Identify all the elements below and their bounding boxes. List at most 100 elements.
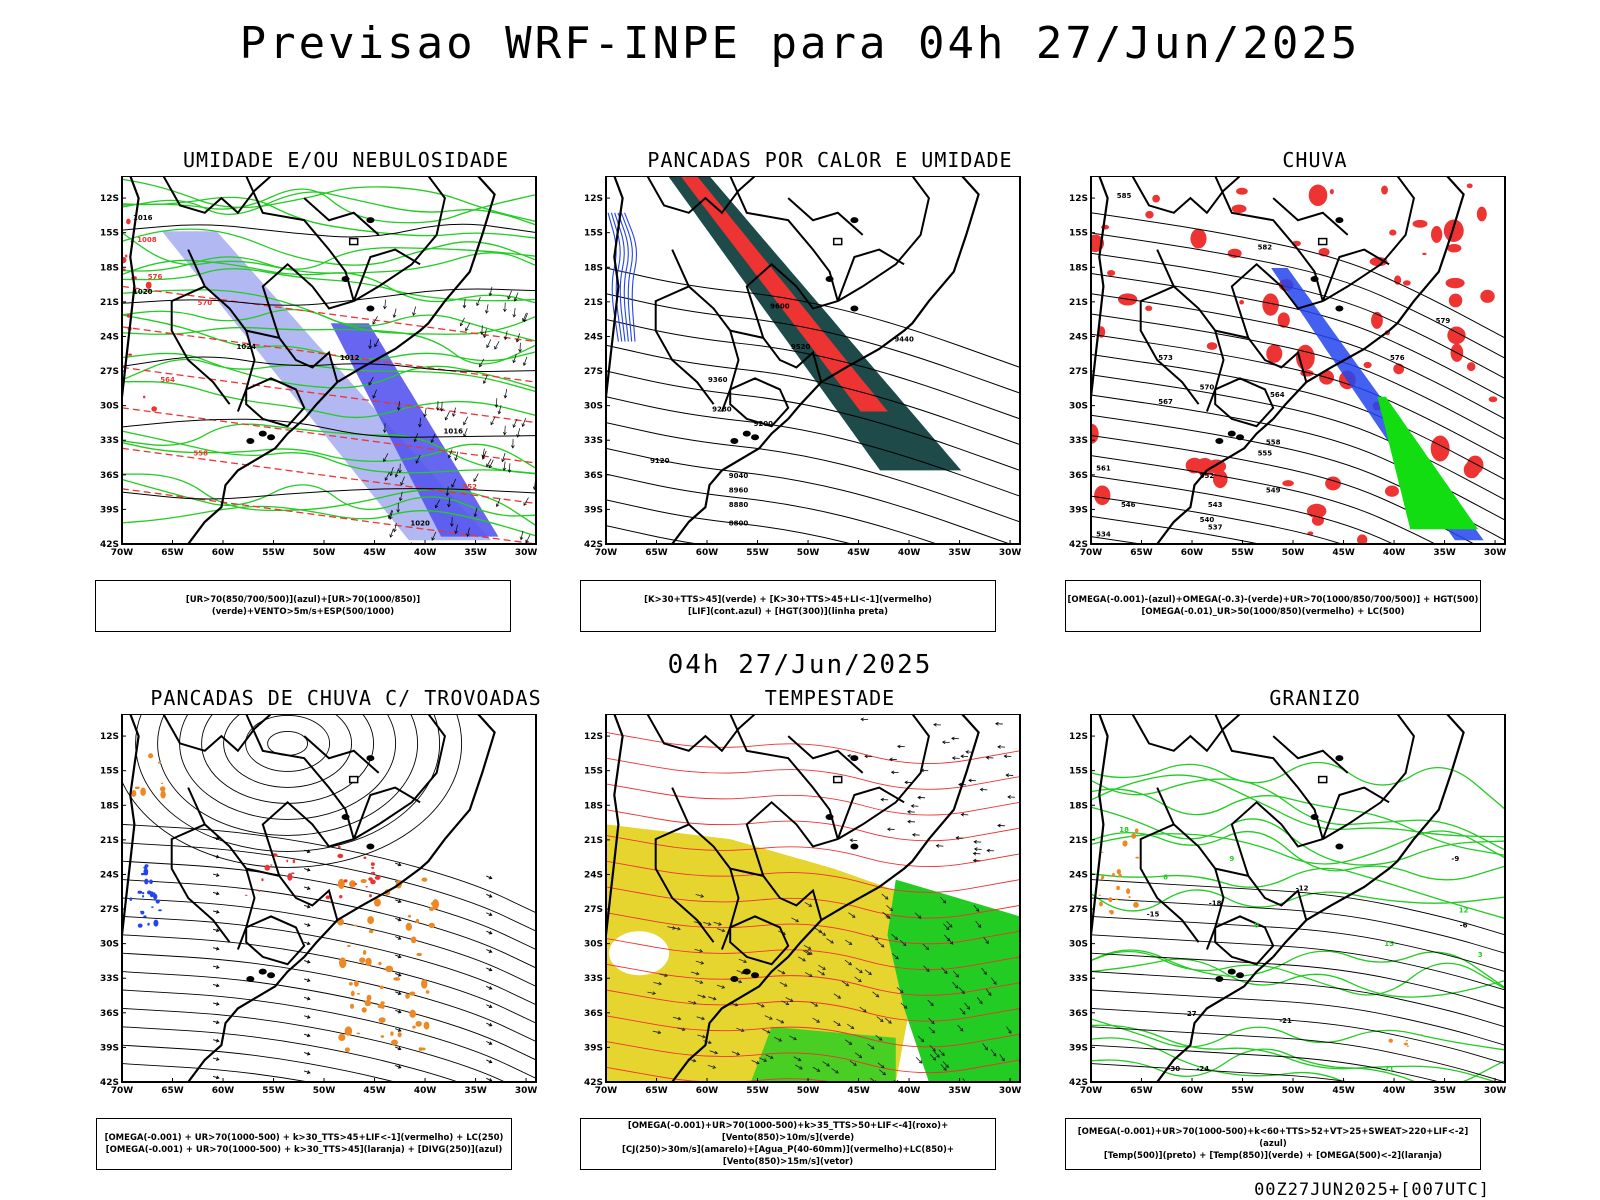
contour-label: 9120 [650, 457, 670, 465]
lon-tick-label: 30W [999, 1086, 1022, 1096]
lat-tick-label: 18S [1069, 801, 1088, 811]
lat-tick-label: 39S [100, 505, 119, 515]
lat-tick-label: 36S [100, 471, 119, 481]
lon-tick-label: 55W [1231, 548, 1254, 558]
lat-tick-label: 21S [100, 298, 119, 308]
lat-tick-label: 33S [1069, 974, 1088, 984]
lon-tick-label: 30W [515, 548, 538, 558]
contour-label: 9280 [712, 406, 732, 414]
contour-label: 585 [1117, 192, 1132, 200]
lat-tick-label: 39S [1069, 1043, 1088, 1053]
lat-tick-label: 42S [100, 1078, 119, 1088]
lon-tick-label: 40W [414, 1086, 437, 1096]
contour-label: 21 [1384, 1065, 1394, 1073]
lon-tick-label: 70W [595, 548, 618, 558]
contour-label: 576 [148, 273, 163, 281]
lon-tick-label: 55W [746, 548, 769, 558]
lon-tick-label: 65W [1130, 548, 1153, 558]
lat-tick-label: 21S [584, 298, 603, 308]
lon-tick-label: 60W [1181, 1086, 1204, 1096]
lat-tick-label: 12S [100, 732, 119, 742]
lat-tick-label: 39S [584, 505, 603, 515]
lon-tick-label: 70W [111, 548, 134, 558]
lat-tick-label: 24S [1069, 332, 1088, 342]
contour-label: 567 [1158, 398, 1173, 406]
lat-tick-label: 42S [1069, 1078, 1088, 1088]
contour-label: -9 [1451, 855, 1459, 863]
contour-label: 582 [1258, 244, 1273, 252]
lon-tick-label: 45W [363, 548, 386, 558]
lon-tick-label: 55W [746, 1086, 769, 1096]
lon-tick-label: 65W [161, 548, 184, 558]
contour-label: 543 [1208, 501, 1223, 509]
lon-tick-label: 35W [1433, 1086, 1456, 1096]
lon-tick-label: 70W [595, 1086, 618, 1096]
legend-line: [OMEGA(-0.001)+UR>70(1000-500)+k>35_TTS>… [627, 1121, 949, 1143]
lat-tick-label: 15S [100, 229, 119, 239]
lat-tick-label: 33S [584, 974, 603, 984]
contour-label: 1012 [340, 354, 360, 362]
contour-label: 6 [1163, 874, 1168, 882]
lon-tick-label: 50W [797, 1086, 820, 1096]
lat-tick-label: 39S [100, 1043, 119, 1053]
map-svg: 1016 1020 1024 1012 1016 1020 1008 576 570 564 558… [100, 175, 538, 558]
legend-line: [OMEGA(-0.001) + UR>70(1000-500) + k>30_… [104, 1133, 504, 1143]
contour-label: -24 [1196, 1065, 1209, 1073]
map-pancadas-calor: 9600 9520 9440 9360 9280 9200 9120 9040 8960 8880… [580, 175, 1080, 576]
lat-tick-label: 21S [1069, 298, 1088, 308]
lat-tick-label: 36S [100, 1009, 119, 1019]
lon-tick-label: 60W [212, 1086, 235, 1096]
contour-label: 564 [160, 376, 175, 384]
lat-tick-label: 15S [1069, 767, 1088, 777]
lon-tick-label: 40W [1383, 548, 1406, 558]
contour-label: 579 [1436, 317, 1451, 325]
map-umidade: 1016 1020 1024 1012 1016 1020 1008 576 570 564 558… [96, 175, 596, 576]
lon-tick-label: 60W [1181, 548, 1204, 558]
lat-tick-label: 33S [584, 436, 603, 446]
contour-label: 561 [1096, 464, 1111, 472]
panel-pancadas-calor: PANCADAS POR CALOR E UMIDADE 9600 9520 944… [580, 148, 1080, 632]
lat-tick-label: 30S [1069, 940, 1088, 950]
contour-label: 15 [1384, 940, 1394, 948]
contour-label: 1008 [137, 236, 157, 244]
panel-legend: [UR>70(850/700/500)](azul)+[UR>70(1000/8… [95, 580, 511, 632]
legend-line: [Temp(500)](preto) + [Temp(850)](verde) … [1103, 1151, 1443, 1161]
contour-label: 570 [1200, 383, 1215, 391]
lat-tick-label: 30S [100, 940, 119, 950]
contour-label: -18 [1209, 899, 1222, 907]
contour-label: 546 [1121, 501, 1136, 509]
lat-tick-label: 30S [584, 940, 603, 950]
lon-tick-label: 35W [1433, 548, 1456, 558]
contour-label: 552 [1200, 472, 1215, 480]
contour-label: 1020 [410, 520, 430, 528]
contour-label: 8960 [729, 486, 749, 494]
lat-tick-label: 15S [584, 767, 603, 777]
lat-tick-label: 27S [584, 367, 603, 377]
contour-label: -21 [1279, 1017, 1292, 1025]
contour-label: 1020 [133, 288, 153, 296]
lat-tick-label: 36S [584, 471, 603, 481]
contour-label: 1016 [133, 214, 153, 222]
contour-label: 576 [1390, 354, 1405, 362]
lon-tick-label: 30W [999, 548, 1022, 558]
lon-tick-label: 65W [645, 548, 668, 558]
lon-tick-label: 60W [696, 1086, 719, 1096]
lat-tick-label: 42S [100, 540, 119, 550]
contour-label: 8800 [729, 520, 749, 528]
legend-line: [OMEGA(-0.001)+UR>70(1000-500)+k<60+TTS>… [1077, 1127, 1469, 1149]
contour-label: 1024 [236, 343, 256, 351]
contour-label: 552 [462, 483, 477, 491]
map-tempestade: 12S 15S 18S 21S 24S 27S 30S 33S 36S 39S 42S 70W 65W 6… [580, 713, 1080, 1114]
panel-chuva: CHUVA 585 582 579 576 573 570 567 564 561 558 555 5… [1065, 148, 1565, 632]
lon-tick-label: 40W [898, 548, 921, 558]
contour-label: -30 [1167, 1065, 1180, 1073]
lon-tick-label: 50W [1282, 1086, 1305, 1096]
lon-tick-label: 35W [464, 548, 487, 558]
panel-granizo: GRANIZO -24 -21 -18 -15 -12 -9 -6 -27 -30 12 15 18 2… [1065, 686, 1565, 1170]
contour-label: 9 [1229, 855, 1234, 863]
lon-tick-label: 60W [696, 548, 719, 558]
contour-label: 540 [1200, 516, 1215, 524]
lon-tick-label: 35W [948, 1086, 971, 1096]
contour-label: 564 [1270, 391, 1285, 399]
